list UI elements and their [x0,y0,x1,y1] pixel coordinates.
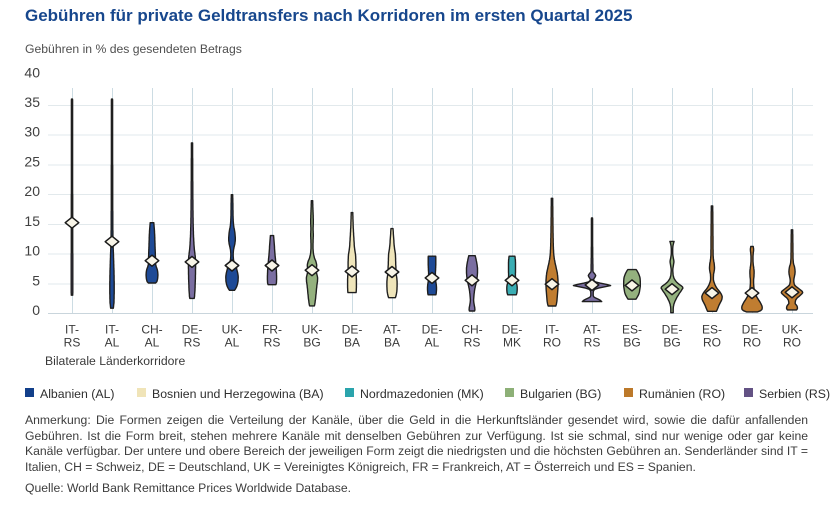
svg-text:DE-: DE- [662,323,683,337]
svg-text:RS: RS [184,336,201,350]
svg-text:DE-: DE- [502,323,523,337]
svg-text:30: 30 [24,124,40,140]
svg-text:5: 5 [32,272,40,288]
svg-text:BG: BG [303,336,320,350]
svg-text:DE-: DE- [182,323,203,337]
svg-text:RO: RO [783,336,801,350]
svg-text:10: 10 [24,243,40,259]
svg-text:AL: AL [425,336,440,350]
svg-text:25: 25 [24,153,40,169]
svg-text:RS: RS [464,336,481,350]
svg-text:AT-: AT- [383,323,401,337]
svg-text:BA: BA [384,336,400,350]
svg-text:20: 20 [24,183,40,199]
svg-text:AL: AL [105,336,120,350]
svg-text:RO: RO [543,336,561,350]
svg-text:BG: BG [623,336,640,350]
svg-text:Bilaterale Länderkorridore: Bilaterale Länderkorridore [45,354,185,368]
svg-text:35: 35 [24,94,40,110]
svg-text:UK-: UK- [222,323,243,337]
svg-text:RS: RS [64,336,81,350]
svg-text:RS: RS [584,336,601,350]
svg-text:IT-: IT- [65,323,79,337]
svg-text:UK-: UK- [302,323,323,337]
svg-text:40: 40 [24,64,40,80]
svg-text:MK: MK [503,336,521,350]
svg-text:ES-: ES- [622,323,642,337]
svg-text:0: 0 [32,302,40,318]
svg-text:RO: RO [703,336,721,350]
svg-text:IT-: IT- [545,323,559,337]
svg-text:DE-: DE- [342,323,363,337]
svg-text:AL: AL [225,336,240,350]
svg-text:IT-: IT- [105,323,119,337]
svg-text:ES-: ES- [702,323,722,337]
svg-text:RO: RO [743,336,761,350]
svg-text:CH-: CH- [141,323,162,337]
svg-text:RS: RS [264,336,281,350]
svg-text:15: 15 [24,213,40,229]
svg-text:DE-: DE- [422,323,443,337]
svg-text:BG: BG [663,336,680,350]
svg-text:FR-: FR- [262,323,282,337]
svg-text:DE-: DE- [742,323,763,337]
svg-text:CH-: CH- [461,323,482,337]
svg-text:UK-: UK- [782,323,803,337]
svg-text:AT-: AT- [583,323,601,337]
svg-text:BA: BA [344,336,360,350]
svg-text:AL: AL [145,336,160,350]
